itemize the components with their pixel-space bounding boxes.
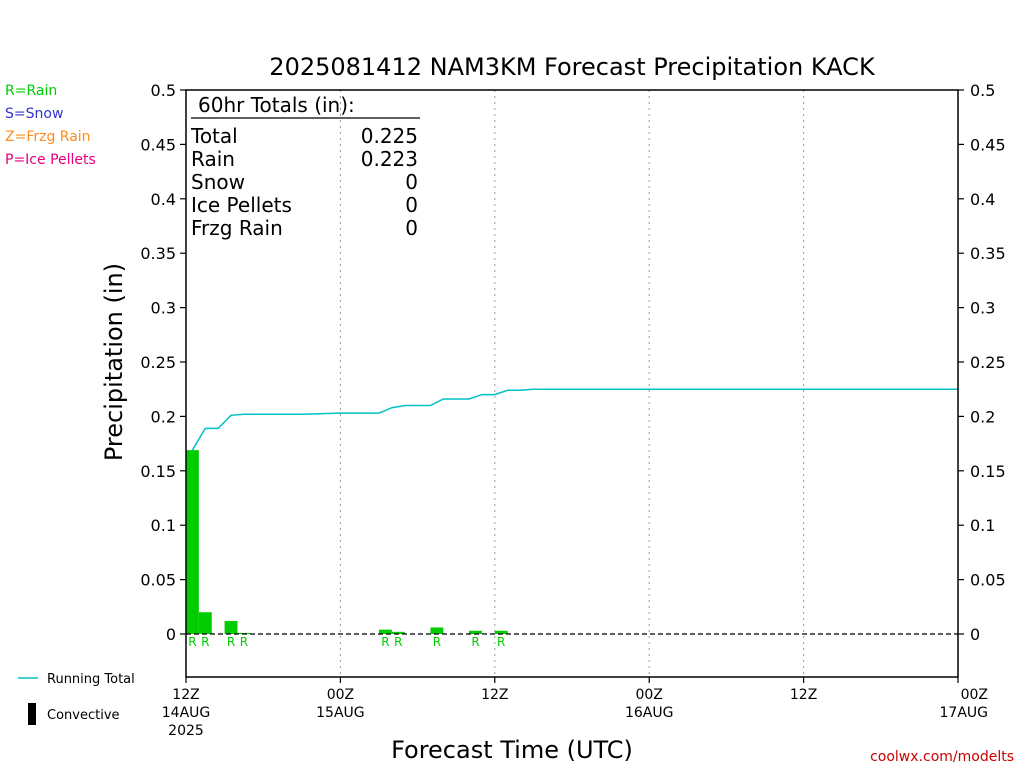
- y-tick-label-right-8: 0.4: [970, 190, 995, 209]
- precip-type-label-2: R: [227, 635, 235, 649]
- precip-bar-4: [379, 629, 392, 634]
- totals-box: 60hr Totals (in): Total 0.225 Rain 0.223 Snow…: [190, 93, 420, 240]
- x-tick-label-3-1: 16AUG: [625, 705, 674, 721]
- plot-frame: [185, 89, 959, 678]
- x-axis-ticks: 12Z 14AUG 2025 00Z 15AUG 12Z 00Z 16AUG 12Z 00Z 17A…: [162, 677, 988, 739]
- precip-type-label-7: R: [471, 635, 479, 649]
- y-tick-label-left-4: 0.2: [151, 407, 176, 426]
- type-key-item-2: Z=Frzg Rain: [5, 129, 91, 145]
- chart-legend: Running Total Convective: [18, 672, 135, 725]
- y-tick-label-left-9: 0.45: [140, 135, 176, 154]
- type-key-item-3: P=Ice Pellets: [5, 152, 96, 168]
- totals-row-value-1: 0.223: [361, 147, 418, 171]
- precip-type-key: R=Rain S=Snow Z=Frzg Rain P=Ice Pellets: [5, 83, 96, 168]
- precip-bar-1: [198, 612, 212, 634]
- totals-row-label-3: Ice Pellets: [191, 193, 292, 217]
- y-axis-ticks: 0 00.05 0.050.1 0.10.15 0.150.2 0.20.25 0.250.…: [140, 81, 1005, 644]
- precip-type-label-0: R: [188, 635, 196, 649]
- x-tick-label-0-0: 12Z: [172, 687, 199, 703]
- totals-row-label-1: Rain: [191, 147, 235, 171]
- x-tick-label-5-1: 17AUG: [940, 705, 989, 721]
- totals-row-value-4: 0: [405, 216, 418, 240]
- totals-row-label-2: Snow: [191, 170, 245, 194]
- legend-swatch-1: [28, 703, 36, 725]
- plot-border: [185, 89, 959, 678]
- y-tick-label-right-3: 0.15: [970, 462, 1006, 481]
- y-tick-label-right-10: 0.5: [970, 81, 995, 100]
- y-axis-label: Precipitation (in): [100, 263, 128, 461]
- y-tick-label-right-1: 0.05: [970, 571, 1006, 590]
- chart-title: 2025081412 NAM3KM Forecast Precipitation…: [269, 53, 876, 81]
- precip-type-label-4: R: [381, 635, 389, 649]
- running-total-series: [191, 388, 958, 451]
- x-tick-label-4-0: 12Z: [790, 687, 817, 703]
- y-tick-label-right-4: 0.2: [970, 407, 995, 426]
- precip-bar-7: [469, 630, 482, 634]
- x-tick-label-0-2: 2025: [168, 723, 204, 739]
- precip-bar-8: [494, 630, 508, 634]
- precip-type-label-1: R: [201, 635, 209, 649]
- y-tick-label-right-0: 0: [970, 625, 980, 644]
- totals-row-value-3: 0: [405, 193, 418, 217]
- y-tick-label-left-10: 0.5: [151, 81, 176, 100]
- y-tick-label-left-5: 0.25: [140, 353, 176, 372]
- x-axis-label: Forecast Time (UTC): [391, 736, 633, 764]
- grid-lines: [339, 90, 805, 677]
- legend-label-1: Convective: [47, 708, 120, 723]
- x-tick-label-0-1: 14AUG: [162, 705, 211, 721]
- precip-type-label-3: R: [240, 635, 248, 649]
- totals-row-label-4: Frzg Rain: [191, 216, 283, 240]
- y-tick-label-right-2: 0.1: [970, 516, 995, 535]
- totals-row-value-2: 0: [405, 170, 418, 194]
- precip-bar-6: [430, 627, 444, 634]
- y-tick-label-right-6: 0.3: [970, 299, 995, 318]
- x-tick-label-2-0: 12Z: [481, 687, 508, 703]
- totals-row-value-0: 0.225: [361, 124, 418, 148]
- x-tick-label-1-0: 00Z: [327, 687, 354, 703]
- y-tick-label-left-7: 0.35: [140, 244, 176, 263]
- y-tick-label-left-0: 0: [166, 625, 176, 644]
- x-tick-label-3-0: 00Z: [635, 687, 662, 703]
- x-tick-label-5-0: 00Z: [961, 687, 988, 703]
- y-tick-label-left-6: 0.3: [151, 299, 176, 318]
- legend-label-0: Running Total: [47, 672, 135, 687]
- y-tick-label-left-1: 0.05: [140, 571, 176, 590]
- precip-type-label-5: R: [394, 635, 402, 649]
- y-tick-label-right-7: 0.35: [970, 244, 1006, 263]
- precip-bar-5: [391, 631, 405, 634]
- credit-text: coolwx.com/modelts: [870, 749, 1014, 765]
- y-tick-label-right-5: 0.25: [970, 353, 1006, 372]
- y-tick-label-left-8: 0.4: [151, 190, 176, 209]
- precip-bar-0: [186, 450, 199, 634]
- precip-type-label-6: R: [433, 635, 441, 649]
- y-tick-label-left-2: 0.1: [151, 516, 176, 535]
- type-key-item-1: S=Snow: [5, 106, 63, 122]
- totals-row-label-0: Total: [190, 124, 238, 148]
- x-tick-label-1-1: 15AUG: [316, 705, 365, 721]
- precip-bar-2: [224, 620, 238, 634]
- y-tick-label-left-3: 0.15: [140, 462, 176, 481]
- y-tick-label-right-9: 0.45: [970, 135, 1006, 154]
- type-key-item-0: R=Rain: [5, 83, 57, 99]
- running-total-line: [191, 388, 958, 451]
- precip-type-label-8: R: [497, 635, 505, 649]
- totals-header: 60hr Totals (in):: [198, 93, 355, 117]
